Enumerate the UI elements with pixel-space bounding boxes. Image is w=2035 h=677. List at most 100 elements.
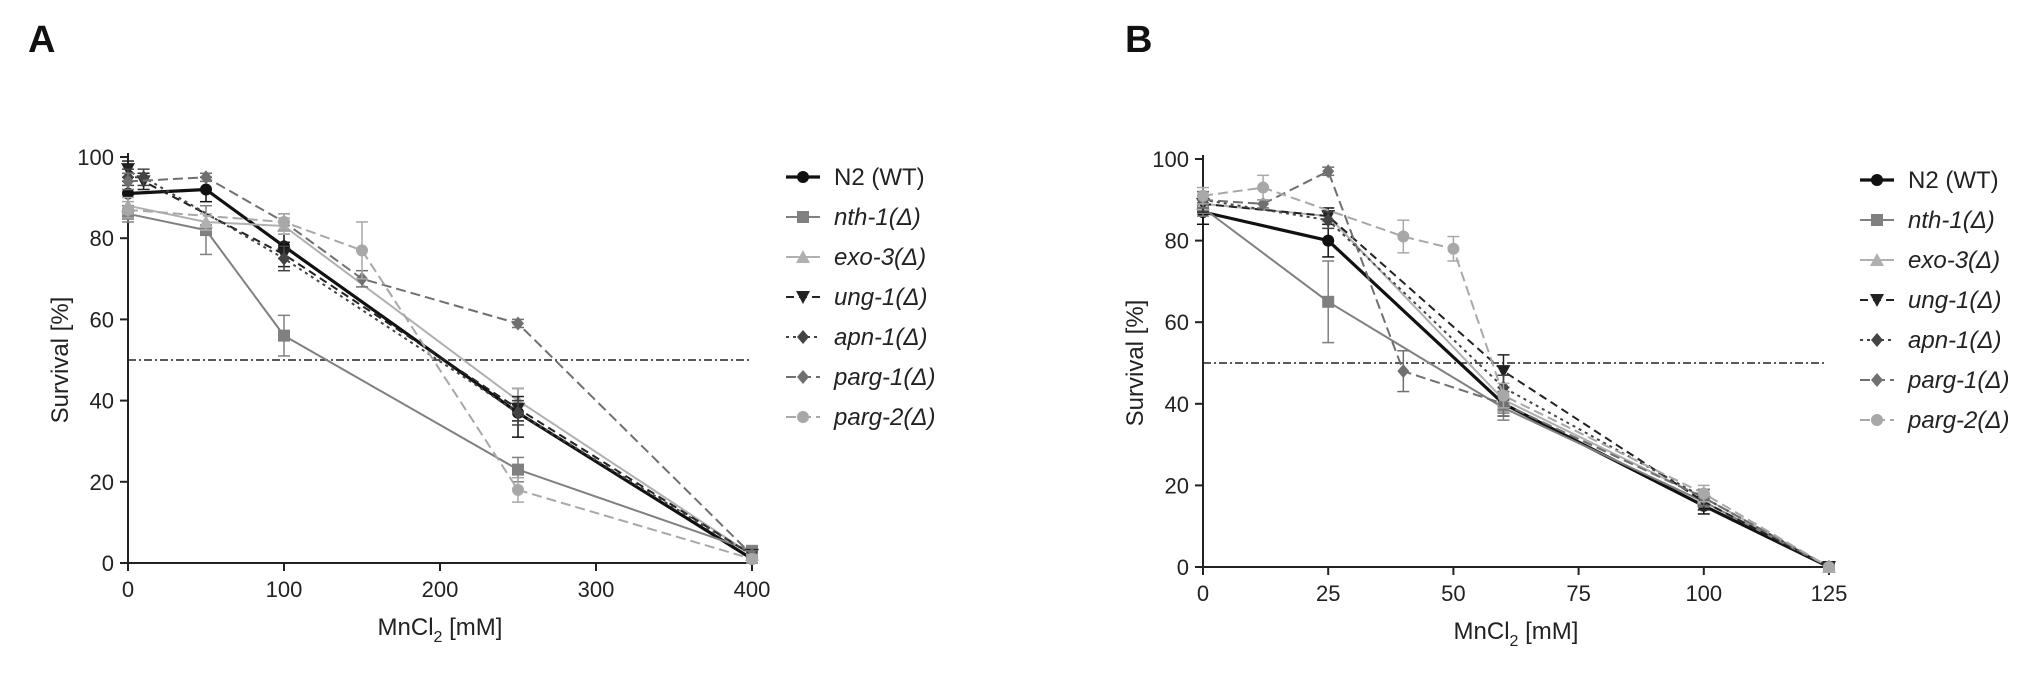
panel-a-y-tick-label: 0 — [102, 551, 114, 576]
panel-a-line-parg-1 — [127, 176, 753, 556]
panel-a-legend-label-exo-3: exo-3(Δ) — [834, 244, 926, 271]
panel-a-legend-marker-ung-1 — [796, 291, 810, 304]
panel-a-point-parg-2 — [746, 552, 758, 565]
panel-b-legend: N2 (WT) nth-1(Δ) exo-3(Δ) ung-1(Δ) apn-1(Δ) p… — [1860, 167, 2009, 434]
panel-a-plot: 0 20 40 60 80 100 0 100 200 300 400 — [77, 145, 770, 602]
panel-a-point-apn-1 — [137, 170, 150, 185]
panel-b-line-parg-1 — [1202, 170, 1830, 568]
panel-b-legend-marker-exo-3 — [1870, 253, 1884, 266]
panel-b-point-parg-1 — [1322, 164, 1335, 179]
panel-a-point-parg-1 — [122, 174, 134, 189]
panel-b-letter: B — [1125, 19, 1152, 61]
panel-b-legend-label-parg-1: parg-1(Δ) — [1907, 367, 2009, 394]
panel-a-legend-label-parg-2: parg-2(Δ) — [833, 404, 935, 431]
panel-b-series-parg-1 — [1197, 164, 1835, 574]
panel-a-point-n2-wt — [122, 187, 134, 200]
panel-a-legend-label-nth-1: nth-1(Δ) — [834, 204, 921, 231]
panel-a-x-label-sub: 2 — [434, 629, 443, 646]
panel-b-point-ung-1 — [1496, 365, 1511, 379]
panel-b-x-tick-label: 125 — [1811, 581, 1848, 606]
panel-b-y-tick-label: 20 — [1165, 473, 1189, 498]
panel-a-point-apn-1 — [512, 405, 524, 420]
panel-a-x-label-main: MnCl — [378, 614, 434, 641]
panel-b-legend-label-ung-1: ung-1(Δ) — [1908, 287, 2001, 314]
panel-b-point-parg-2 — [1197, 189, 1209, 202]
panel-b-x-tick-label: 0 — [1197, 581, 1209, 606]
panel-a-series-parg-2 — [122, 200, 758, 565]
panel-b-point-parg-2 — [1497, 389, 1510, 402]
panel-a-y-tick-label: 100 — [77, 145, 114, 170]
panel-b-x-tick-label: 25 — [1316, 581, 1340, 606]
panel-b-series-parg-2 — [1197, 174, 1835, 573]
panel-b-x-label-sub: 2 — [1510, 633, 1519, 650]
panel-a-line-parg-2 — [127, 208, 753, 560]
panel-b-x-axis-label: MnCl2 [mM] — [1454, 618, 1579, 650]
panel-a-x-label-unit: [mM] — [442, 614, 502, 641]
panel-a-y-tick-label: 80 — [90, 226, 114, 251]
panel-a-line-n2-wt — [127, 187, 753, 561]
panel-a-point-parg-2 — [512, 483, 524, 496]
panel-a-point-parg-2 — [356, 244, 368, 257]
panel-a-x-tick-label: 0 — [122, 577, 134, 602]
panel-a-legend-item-apn-1: apn-1(Δ) — [786, 324, 927, 351]
panel-b-legend-item-nth-1: nth-1(Δ) — [1860, 207, 1995, 234]
panel-b-legend-label-apn-1: apn-1(Δ) — [1908, 327, 2001, 354]
panel-b-line-nth-1 — [1202, 207, 1830, 568]
panel-a-x-tick-label: 200 — [422, 577, 459, 602]
panel-b-legend-marker-parg-1 — [1871, 373, 1883, 387]
panel-a-y-axis-label: Survival [%] — [47, 297, 74, 424]
panel-a-legend-label-apn-1: apn-1(Δ) — [834, 324, 927, 351]
panel-b: B 0 20 40 60 80 100 0 25 50 75 100 125 Survival [%]… — [1122, 19, 2009, 650]
panel-b-point-parg-1 — [1397, 364, 1410, 379]
panel-a-y-tick-label: 40 — [90, 389, 114, 414]
panel-b-point-nth-1 — [1322, 295, 1335, 308]
panel-b-legend-label-parg-2: parg-2(Δ) — [1907, 407, 2009, 434]
panel-a-y-tick-label: 20 — [90, 470, 114, 495]
panel-a-point-exo-3 — [199, 214, 213, 228]
panel-b-x-tick-label: 100 — [1685, 581, 1722, 606]
panel-a-x-tick-label: 100 — [266, 577, 303, 602]
panel-a-point-parg-2 — [122, 203, 134, 216]
panel-b-y-axis-label: Survival [%] — [1122, 300, 1149, 427]
panel-b-plot: 0 20 40 60 80 100 0 25 50 75 100 125 — [1152, 147, 1847, 606]
panel-b-series-exo-3 — [1196, 194, 1836, 573]
panel-b-y-tick-label: 100 — [1152, 147, 1189, 172]
panel-b-y-tick-label: 0 — [1177, 555, 1189, 580]
panel-a-x-axis-label: MnCl2 [mM] — [378, 614, 503, 646]
panel-b-y-tick-label: 60 — [1165, 310, 1189, 335]
panel-a-point-nth-1 — [278, 329, 290, 342]
panel-a-x-tick-label: 300 — [578, 577, 615, 602]
panel-b-line-ung-1 — [1202, 202, 1830, 568]
panel-b-point-apn-1 — [1322, 213, 1335, 228]
panel-b-point-parg-2 — [1257, 181, 1270, 194]
panel-a-x-tick-label: 400 — [734, 577, 771, 602]
panel-a-letter: A — [28, 19, 55, 61]
panel-a-y-tick-label: 60 — [90, 307, 114, 332]
panel-b-line-n2-wt — [1202, 210, 1830, 569]
panel-a-point-nth-1 — [512, 463, 524, 476]
panel-a-point-parg-1 — [512, 316, 524, 331]
panel-b-legend-marker-n2-wt — [1871, 174, 1883, 186]
panel-a-legend-item-parg-2: parg-2(Δ) — [786, 404, 935, 431]
panel-a-point-parg-2 — [278, 215, 290, 228]
panel-b-line-parg-2 — [1202, 186, 1830, 568]
panel-b-legend-item-n2-wt: N2 (WT) — [1860, 167, 1999, 194]
panel-a-line-apn-1 — [128, 176, 753, 556]
panel-a-legend-marker-n2-wt — [797, 171, 809, 183]
panel-a-legend-label-parg-1: parg-1(Δ) — [833, 364, 935, 391]
panel-b-legend-marker-nth-1 — [1871, 214, 1883, 226]
panel-a-legend-marker-parg-2 — [797, 411, 809, 423]
panel-b-x-label-unit: [mM] — [1518, 618, 1578, 645]
panel-a-legend-marker-parg-1 — [797, 370, 809, 384]
panel-a-legend-marker-apn-1 — [797, 330, 809, 344]
panel-a-legend-marker-exo-3 — [796, 250, 810, 263]
panel-b-x-tick-label: 50 — [1441, 581, 1465, 606]
panel-a-point-apn-1 — [278, 251, 290, 266]
panel-b-legend-marker-ung-1 — [1870, 294, 1884, 307]
panel-a-legend-label-n2-wt: N2 (WT) — [834, 164, 925, 191]
panel-b-point-parg-2 — [1823, 561, 1835, 573]
panel-b-legend-item-parg-1: parg-1(Δ) — [1860, 367, 2009, 394]
panel-a: A 0 20 40 60 80 100 0 100 200 300 400 Survival [%]… — [28, 19, 935, 646]
panel-b-point-n2-wt — [1322, 234, 1335, 247]
panel-b-x-label-main: MnCl — [1454, 618, 1510, 645]
